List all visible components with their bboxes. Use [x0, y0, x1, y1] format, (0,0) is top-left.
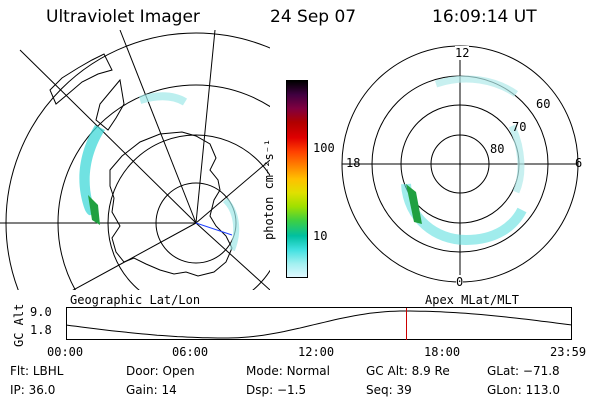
- colorbar-unit-label: photon cm⁻²s⁻¹: [262, 138, 276, 240]
- sun-direction-line: [195, 222, 233, 236]
- gc-alt-info: GC Alt: 8.9 Re: [366, 364, 450, 378]
- coastline-antarctica: [109, 131, 233, 277]
- glon-info: GLon: 113.0: [487, 383, 560, 397]
- aurora-oval: [79, 125, 105, 216]
- mlat-label-80: 80: [490, 142, 505, 156]
- dsp-info: Dsp: −1.5: [246, 383, 307, 397]
- mlat-label-60: 60: [536, 97, 551, 111]
- longitude-line: [195, 222, 270, 290]
- colorbar-tick-100: 100: [313, 141, 335, 155]
- ip-info: IP: 36.0: [10, 383, 56, 397]
- geographic-map: [0, 30, 270, 290]
- mlt-label-left: 18: [346, 156, 361, 170]
- time-tick-0000: 00:00: [47, 345, 84, 359]
- altitude-plot: [66, 307, 572, 340]
- mlat-label-70: 70: [512, 120, 527, 134]
- altitude-curve: [66, 310, 572, 339]
- longitude-line: [119, 30, 197, 224]
- time-tick-0600: 06:00: [172, 345, 209, 359]
- altitude-tick-bottom: 1.8: [30, 323, 52, 337]
- colorbar: [286, 80, 308, 278]
- altitude-plot-frame: [66, 307, 572, 340]
- mlt-label-right: 6: [575, 156, 583, 170]
- aurora-bright-spot: [88, 195, 100, 225]
- aurora-bright-spot: [406, 184, 422, 224]
- glat-info: GLat: −71.8: [487, 364, 560, 378]
- apex-panel-label: Apex MLat/MLT: [425, 293, 519, 307]
- gain-info: Gain: 14: [126, 383, 177, 397]
- latitude-ring: [107, 134, 270, 290]
- time-tick-1200: 12:00: [298, 345, 335, 359]
- aurora-faint-arc: [138, 92, 188, 106]
- time-tick-1800: 18:00: [424, 345, 461, 359]
- time-tick-2359: 23:59: [550, 345, 587, 359]
- aurora-faint-arc: [508, 124, 525, 194]
- mlt-label-top: 12: [455, 46, 470, 60]
- colorbar-tick-10: 10: [313, 229, 328, 243]
- mlt-label-bottom: 0: [456, 275, 464, 289]
- apex-dial: [341, 45, 579, 283]
- longitude-line: [19, 49, 197, 224]
- geographic-panel-label: Geographic Lat/Lon: [70, 293, 201, 307]
- coastline-peninsula: [95, 78, 125, 131]
- filter-info: Flt: LBHL: [10, 364, 64, 378]
- aurora-faint-arc: [434, 75, 519, 97]
- door-info: Door: Open: [126, 364, 195, 378]
- mode-info: Mode: Normal: [246, 364, 330, 378]
- time-label: 16:09:14 UT: [432, 7, 537, 27]
- instrument-title: Ultraviolet Imager: [46, 7, 200, 27]
- longitude-line: [72, 222, 197, 290]
- longitude-line: [195, 159, 270, 224]
- aurora-faint-arc: [222, 197, 240, 252]
- altitude-tick-top: 9.0: [30, 305, 52, 319]
- coastline-south-america: [49, 53, 113, 105]
- date-label: 24 Sep 07: [270, 7, 357, 27]
- altitude-axis-label: GC Alt: [12, 303, 26, 347]
- longitude-line: [195, 30, 216, 224]
- seq-info: Seq: 39: [366, 383, 412, 397]
